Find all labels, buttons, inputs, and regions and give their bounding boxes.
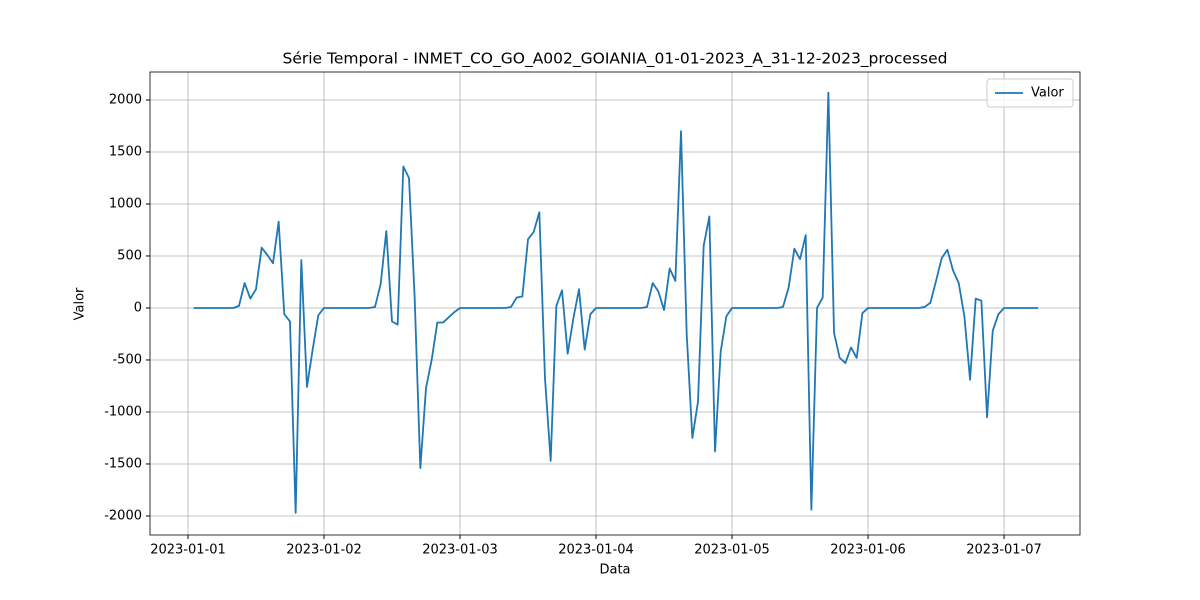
y-tick-label: 500: [117, 248, 142, 263]
x-tick-label: 2023-01-05: [694, 543, 770, 558]
data-line: [193, 91, 1039, 514]
y-axis-label: Valor: [73, 287, 88, 320]
y-tick-label: -500: [112, 352, 142, 367]
y-tick-label: -1500: [104, 456, 142, 471]
x-tick-label: 2023-01-03: [422, 543, 498, 558]
legend-label: Valor: [1031, 86, 1064, 101]
legend: Valor: [986, 78, 1074, 108]
plot-frame: [149, 71, 1081, 536]
x-tick-label: 2023-01-07: [966, 543, 1042, 558]
y-tick-label: -1000: [104, 404, 142, 419]
x-tick-label: 2023-01-06: [830, 543, 906, 558]
y-tick-label: 1000: [109, 196, 142, 211]
y-tick-label: -2000: [104, 508, 142, 523]
x-tick-label: 2023-01-04: [558, 543, 634, 558]
y-tick-label: 0: [134, 300, 142, 315]
x-tick-label: 2023-01-01: [150, 543, 226, 558]
x-axis-label: Data: [599, 563, 630, 578]
y-tick-label: 1500: [109, 144, 142, 159]
legend-box: [986, 78, 1074, 108]
x-tick-label: 2023-01-02: [286, 543, 362, 558]
chart-title: Série Temporal - INMET_CO_GO_A002_GOIANI…: [282, 50, 947, 69]
y-tick-label: 2000: [109, 92, 142, 107]
